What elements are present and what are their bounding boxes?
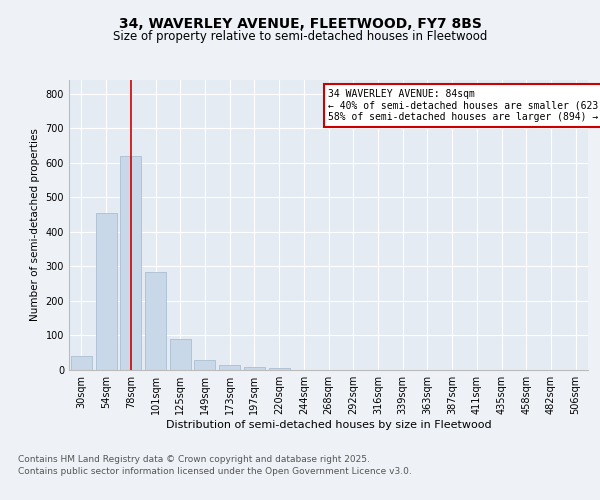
Bar xyxy=(145,272,166,370)
Bar xyxy=(170,339,191,370)
X-axis label: Distribution of semi-detached houses by size in Fleetwood: Distribution of semi-detached houses by … xyxy=(166,420,491,430)
Text: 34 WAVERLEY AVENUE: 84sqm
← 40% of semi-detached houses are smaller (623)
58% of: 34 WAVERLEY AVENUE: 84sqm ← 40% of semi-… xyxy=(329,88,600,122)
Bar xyxy=(219,365,240,370)
Text: 34, WAVERLEY AVENUE, FLEETWOOD, FY7 8BS: 34, WAVERLEY AVENUE, FLEETWOOD, FY7 8BS xyxy=(119,18,481,32)
Bar xyxy=(194,360,215,370)
Bar xyxy=(95,213,116,370)
Bar xyxy=(269,368,290,370)
Y-axis label: Number of semi-detached properties: Number of semi-detached properties xyxy=(30,128,40,322)
Bar xyxy=(244,366,265,370)
Text: Size of property relative to semi-detached houses in Fleetwood: Size of property relative to semi-detach… xyxy=(113,30,487,43)
Text: Contains HM Land Registry data © Crown copyright and database right 2025.: Contains HM Land Registry data © Crown c… xyxy=(18,455,370,464)
Bar xyxy=(120,156,141,370)
Bar xyxy=(71,356,92,370)
Text: Contains public sector information licensed under the Open Government Licence v3: Contains public sector information licen… xyxy=(18,467,412,476)
